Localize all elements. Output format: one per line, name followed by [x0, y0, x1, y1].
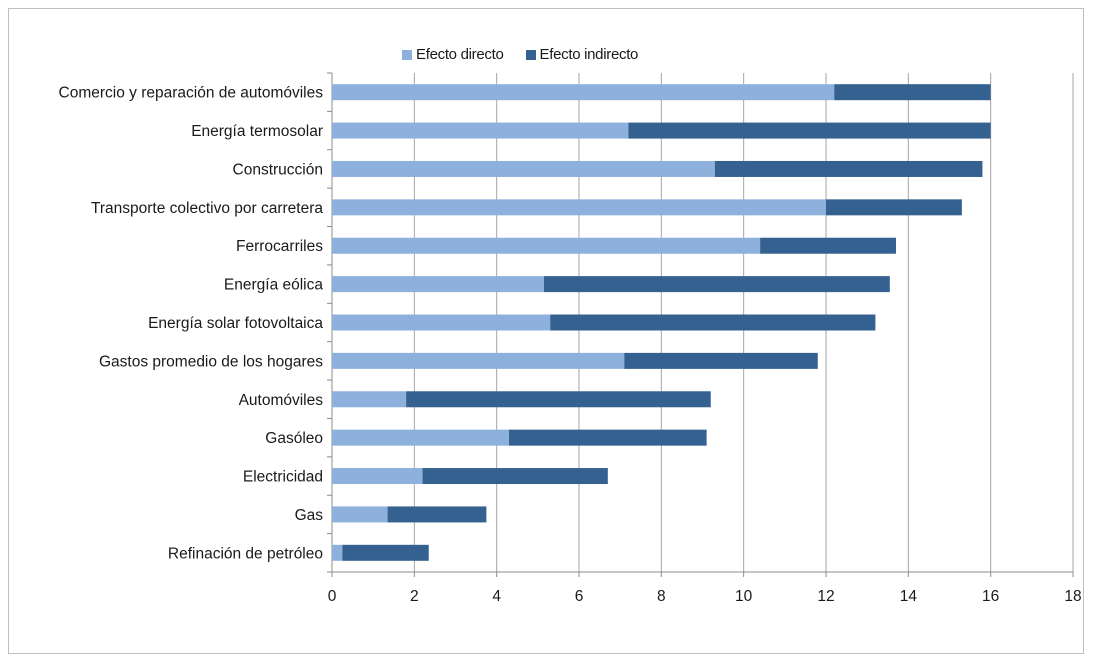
legend-item-indirect: Efecto indirecto — [525, 46, 639, 63]
x-tick-label: 2 — [410, 588, 419, 605]
bar-indirect — [406, 391, 711, 408]
x-tick-label: 8 — [657, 588, 666, 605]
category-label: Transporte colectivo por carretera — [91, 200, 323, 217]
category-label: Gastos promedio de los hogares — [99, 353, 323, 370]
legend-swatch-direct — [402, 49, 412, 60]
x-tick-label: 14 — [900, 588, 918, 605]
bar-chart: Comercio y reparación de automóviles Ener… — [59, 72, 1082, 605]
category-label: Energía solar fotovoltaica — [148, 315, 323, 332]
bar-indirect — [342, 544, 429, 561]
x-tick-label: 18 — [1064, 588, 1081, 605]
category-label: Construcción — [233, 161, 323, 178]
bar-indirect — [544, 276, 890, 293]
legend-label-direct: Efecto directo — [416, 46, 504, 63]
x-tick-label: 10 — [735, 588, 753, 605]
legend-item-direct: Efecto directo — [402, 46, 504, 63]
x-tick-label: 12 — [817, 588, 834, 605]
legend: Efecto directo Efecto indirecto — [402, 46, 660, 63]
category-label: Automóviles — [239, 392, 324, 409]
bar-direct — [332, 468, 423, 485]
bar-indirect — [714, 160, 983, 177]
legend-label-indirect: Efecto indirecto — [539, 46, 639, 63]
category-label: Energía eólica — [224, 277, 323, 294]
category-label: Electricidad — [243, 469, 323, 486]
bar-indirect — [826, 199, 962, 216]
category-label: Gasóleo — [265, 430, 323, 447]
x-tick-label: 6 — [575, 588, 584, 605]
bar-direct — [332, 391, 407, 408]
bar-indirect — [834, 84, 991, 101]
category-label: Ferrocarriles — [236, 238, 323, 255]
category-label: Energía termosolar — [191, 123, 323, 140]
bar-direct — [332, 160, 715, 177]
bar-direct — [332, 199, 826, 216]
bar-direct — [332, 314, 551, 331]
category-label: Gas — [295, 507, 324, 524]
category-label: Comercio y reparación de automóviles — [59, 85, 324, 102]
bar-direct — [332, 429, 510, 446]
x-tick-label: 16 — [982, 588, 999, 605]
x-tick-label: 4 — [492, 588, 501, 605]
chart-frame: Efecto directo Efecto indirecto Comercio… — [8, 8, 1084, 654]
bar-indirect — [628, 122, 991, 139]
bar-direct — [332, 352, 625, 369]
bar-direct — [332, 84, 835, 101]
bar-indirect — [624, 352, 818, 369]
legend-swatch-indirect — [525, 49, 536, 60]
bar-direct — [332, 276, 545, 293]
bar-indirect — [422, 468, 608, 485]
bar-direct — [332, 122, 629, 139]
bar-indirect — [509, 429, 707, 446]
bar-direct — [332, 506, 388, 523]
bar-indirect — [760, 237, 896, 254]
bar-direct — [332, 544, 343, 561]
bar-indirect — [550, 314, 876, 331]
bar-indirect — [387, 506, 487, 523]
x-tick-label: 0 — [328, 588, 337, 605]
category-label: Refinación de petróleo — [168, 545, 323, 562]
bar-direct — [332, 237, 761, 254]
